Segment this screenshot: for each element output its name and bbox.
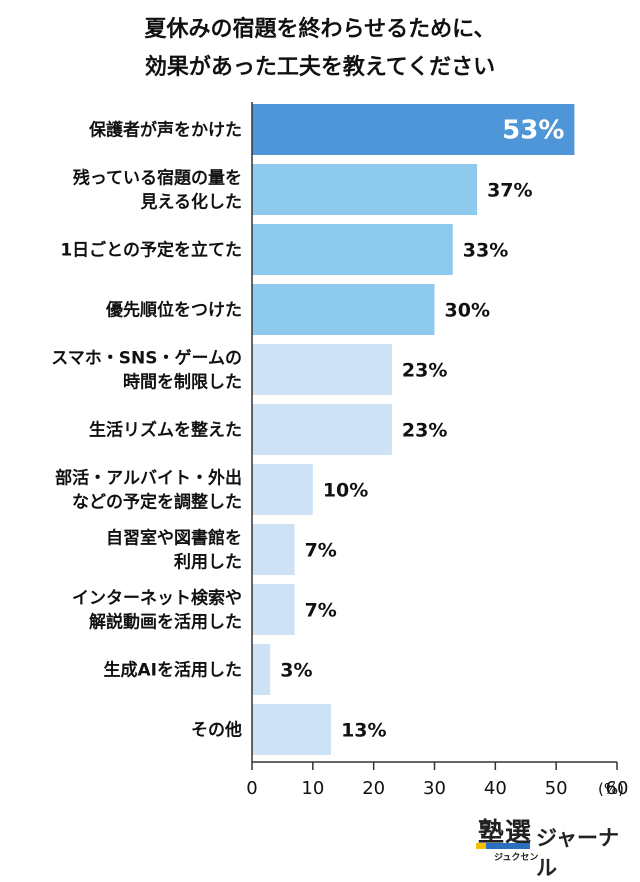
bar-5	[252, 404, 392, 455]
bar-0	[252, 104, 575, 155]
value-label-7: 7%	[305, 540, 337, 562]
value-label-0: 53%	[502, 116, 564, 146]
x-tick-label-0: 0	[246, 778, 257, 799]
value-label-9: 3%	[280, 660, 312, 682]
x-tick-label-6: 60	[606, 778, 629, 799]
bar-10	[252, 704, 332, 755]
value-label-4: 23%	[402, 360, 447, 382]
x-tick-label-1: 10	[301, 778, 324, 799]
category-label-10-0: その他	[191, 720, 242, 741]
x-tick-label-2: 20	[362, 778, 385, 799]
logo-kana-text: ジュクセン	[494, 853, 539, 863]
bar-1	[252, 164, 478, 215]
value-label-1: 37%	[487, 180, 532, 202]
category-label-3-0: 優先順位をつけた	[105, 300, 242, 321]
logo-journal-text: ジャーナル	[536, 826, 619, 880]
category-label-1-0: 残っている宿題の量を	[73, 168, 242, 189]
logo-stripe-yellow	[476, 843, 486, 849]
chart-title-line-2: 効果があった工夫を教えてください	[144, 55, 496, 80]
chart-title-line-1: 夏休みの宿題を終わらせるために、	[144, 17, 496, 42]
value-label-2: 33%	[463, 240, 508, 262]
category-label-0-0: 保護者が声をかけた	[88, 120, 242, 141]
bar-4	[252, 344, 392, 395]
bar-7	[252, 524, 295, 575]
value-label-8: 7%	[305, 600, 337, 622]
category-label-4-0: スマホ・SNS・ゲームの	[51, 348, 242, 369]
category-label-1-1: 見える化した	[140, 192, 243, 213]
x-tick-label-5: 50	[545, 778, 568, 799]
bar-3	[252, 284, 435, 335]
category-label-6-1: などの予定を調整した	[72, 492, 242, 513]
value-label-5: 23%	[402, 420, 447, 442]
category-label-4-1: 時間を制限した	[123, 372, 242, 393]
category-label-7-0: 自習室や図書館を	[106, 528, 242, 549]
value-label-3: 30%	[445, 300, 490, 322]
bar-9	[252, 644, 271, 695]
bar-2	[252, 224, 453, 275]
category-label-2-0: 1日ごとの予定を立てた	[60, 240, 242, 261]
brand-logo: 塾選 ジュクセン ジャーナル	[476, 812, 636, 880]
category-label-9-0: 生成AIを活用した	[104, 660, 242, 681]
x-axis-unit-label: (%)	[598, 780, 624, 798]
value-label-6: 10%	[323, 480, 368, 502]
category-label-8-0: インターネット検索や	[72, 588, 242, 609]
logo-stripe-blue	[486, 843, 530, 849]
category-label-8-1: 解説動画を活用した	[89, 612, 242, 633]
bar-8	[252, 584, 295, 635]
value-label-10: 13%	[341, 720, 386, 742]
category-label-7-1: 利用した	[174, 552, 242, 573]
category-label-6-0: 部活・アルバイト・外出	[55, 468, 242, 489]
x-tick-label-3: 30	[423, 778, 446, 799]
x-tick-label-4: 40	[484, 778, 507, 799]
category-label-5-0: 生活リズムを整えた	[89, 420, 242, 441]
bar-6	[252, 464, 313, 515]
